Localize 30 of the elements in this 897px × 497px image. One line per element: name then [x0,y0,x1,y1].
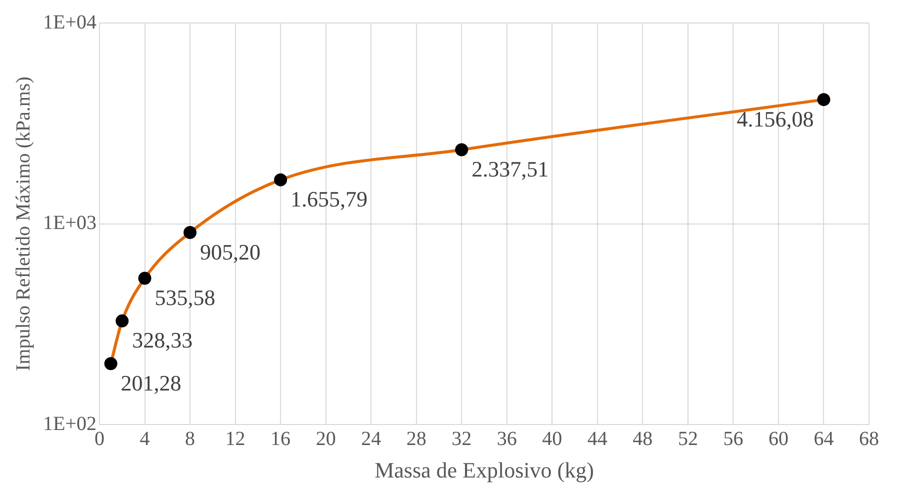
x-tick-label: 8 [185,428,196,450]
x-tick-label: 4 [140,428,150,450]
x-tick-label: 12 [225,428,246,450]
x-tick-label: 0 [94,428,104,450]
x-tick-label: 44 [587,428,608,450]
data-label: 2.337,51 [472,156,549,182]
x-tick-label: 24 [361,428,382,450]
x-tick-label: 32 [452,428,472,450]
x-tick-label: 40 [542,428,562,450]
x-tick-label: 56 [723,428,744,450]
data-label: 201,28 [120,370,182,396]
x-axis-title: Massa de Explosivo (kg) [374,458,594,483]
y-axis-title: Impulso Refletido Máximo (kPa.ms) [12,76,34,372]
data-label: 1.655,79 [290,186,368,212]
data-label: 328,33 [132,328,193,353]
y-tick-label: 1E+04 [42,11,96,34]
y-tick-label: 1E+03 [42,212,96,234]
x-tick-label: 64 [814,428,834,450]
x-tick-label: 28 [406,428,426,450]
x-tick-label: 20 [316,428,336,450]
data-label: 4.156,08 [736,106,814,132]
x-tick-label: 60 [768,428,788,450]
x-tick-label: 36 [496,428,517,450]
data-label: 905,20 [200,239,261,264]
x-tick-label: 52 [678,428,698,450]
data-label: 535,58 [154,285,216,310]
y-tick-label: 1E+02 [42,412,96,435]
x-tick-label: 68 [859,428,879,450]
x-tick-label: 48 [632,428,653,450]
x-tick-label: 16 [270,428,291,450]
